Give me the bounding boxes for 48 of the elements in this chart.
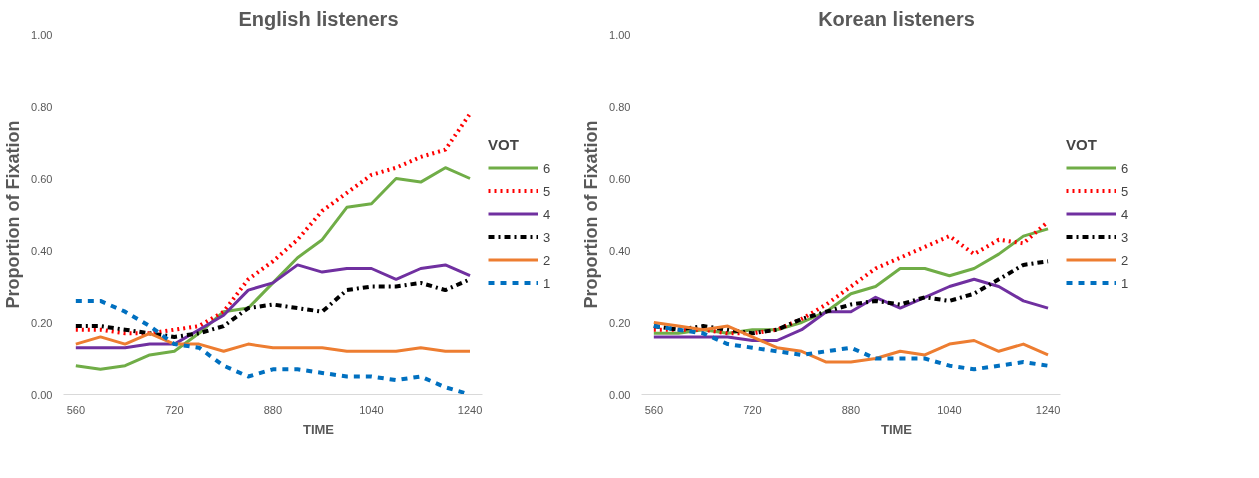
x-axis-title: TIME xyxy=(302,421,335,437)
chart-title: Korean listeners xyxy=(818,7,975,30)
legend-label: 2 xyxy=(1121,252,1130,267)
y-tick-label: 0.40 xyxy=(31,244,53,257)
line-series xyxy=(652,321,1050,364)
y-tick-label: 0.00 xyxy=(609,388,631,401)
x-tick-label: 880 xyxy=(263,403,283,416)
legend-label: 4 xyxy=(1121,206,1130,221)
legend-label: 5 xyxy=(543,183,552,198)
legend-title: VOT xyxy=(1066,135,1098,153)
legend-label: 1 xyxy=(543,275,552,290)
line-series xyxy=(73,111,473,336)
line-series xyxy=(74,331,472,353)
x-tick-label: 1240 xyxy=(457,403,483,416)
legend-label: 5 xyxy=(1121,183,1130,198)
y-tick-label: 1.00 xyxy=(31,28,53,41)
chart-title: English listeners xyxy=(238,7,399,30)
legend-label: 3 xyxy=(543,229,552,244)
x-tick-label: 560 xyxy=(66,403,85,416)
y-tick-label: 0.80 xyxy=(609,100,631,113)
legend-label: 2 xyxy=(543,252,552,267)
y-axis-title: Proportion of Fixation xyxy=(581,120,602,309)
legend-title: VOT xyxy=(488,135,520,153)
x-tick-label: 1240 xyxy=(1035,403,1061,416)
line-series xyxy=(651,324,1051,372)
y-tick-label: 0.20 xyxy=(31,316,53,329)
x-tick-label: 720 xyxy=(743,403,762,416)
y-tick-label: 1.00 xyxy=(609,28,631,41)
line-series xyxy=(74,263,472,350)
y-tick-label: 0.40 xyxy=(609,244,631,257)
y-axis-title: Proportion of Fixation xyxy=(3,120,24,309)
legend-label: 6 xyxy=(543,160,552,175)
y-tick-label: 0.00 xyxy=(31,388,53,401)
y-tick-label: 0.60 xyxy=(609,172,631,185)
x-tick-label: 1040 xyxy=(359,403,384,416)
x-tick-label: 720 xyxy=(165,403,184,416)
y-tick-label: 0.80 xyxy=(31,100,53,113)
legend-label: 3 xyxy=(1121,229,1130,244)
y-tick-label: 0.20 xyxy=(609,316,631,329)
legend-label: 4 xyxy=(543,206,552,221)
legend-label: 6 xyxy=(1121,160,1130,175)
x-tick-label: 880 xyxy=(841,403,861,416)
y-tick-label: 0.60 xyxy=(31,172,53,185)
x-tick-label: 1040 xyxy=(937,403,962,416)
legend-label: 1 xyxy=(1121,275,1130,290)
x-tick-label: 560 xyxy=(644,403,663,416)
line-series xyxy=(652,277,1050,342)
x-axis-title: TIME xyxy=(880,421,913,437)
